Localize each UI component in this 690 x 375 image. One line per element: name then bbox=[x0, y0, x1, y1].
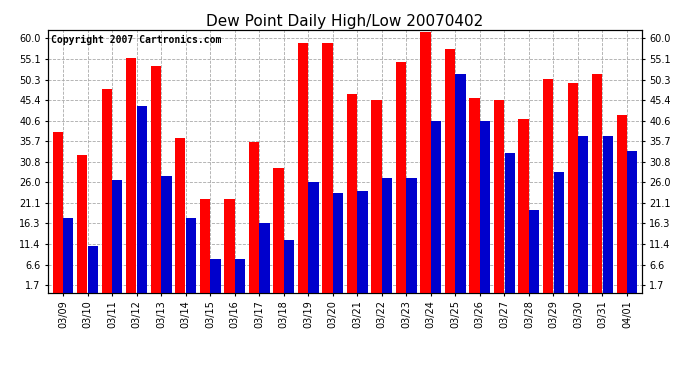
Bar bbox=[592, 75, 602, 292]
Bar bbox=[494, 100, 504, 292]
Bar bbox=[101, 89, 112, 292]
Bar bbox=[52, 132, 63, 292]
Bar bbox=[137, 106, 147, 292]
Bar bbox=[518, 119, 529, 292]
Bar bbox=[347, 93, 357, 292]
Bar bbox=[420, 32, 431, 292]
Bar bbox=[602, 136, 613, 292]
Bar bbox=[298, 43, 308, 292]
Bar bbox=[568, 83, 578, 292]
Bar bbox=[235, 259, 245, 292]
Bar bbox=[396, 62, 406, 292]
Bar bbox=[259, 223, 270, 292]
Bar bbox=[627, 151, 638, 292]
Bar bbox=[445, 49, 455, 292]
Bar bbox=[480, 121, 491, 292]
Bar bbox=[357, 191, 368, 292]
Bar bbox=[371, 100, 382, 292]
Bar bbox=[175, 138, 186, 292]
Bar bbox=[126, 57, 137, 292]
Bar bbox=[308, 182, 319, 292]
Bar bbox=[249, 142, 259, 292]
Bar bbox=[210, 259, 221, 292]
Title: Dew Point Daily High/Low 20070402: Dew Point Daily High/Low 20070402 bbox=[206, 14, 484, 29]
Bar bbox=[617, 115, 627, 292]
Bar bbox=[199, 200, 210, 292]
Bar bbox=[88, 246, 98, 292]
Bar bbox=[333, 193, 343, 292]
Text: Copyright 2007 Cartronics.com: Copyright 2007 Cartronics.com bbox=[51, 35, 221, 45]
Bar bbox=[553, 172, 564, 292]
Bar bbox=[406, 178, 417, 292]
Bar bbox=[224, 200, 235, 292]
Bar bbox=[161, 176, 172, 292]
Bar bbox=[322, 43, 333, 292]
Bar bbox=[112, 180, 123, 292]
Bar bbox=[382, 178, 392, 292]
Bar bbox=[273, 168, 284, 292]
Bar bbox=[455, 75, 466, 292]
Bar bbox=[284, 240, 294, 292]
Bar bbox=[529, 210, 540, 292]
Bar bbox=[543, 79, 553, 292]
Bar bbox=[77, 155, 88, 292]
Bar bbox=[504, 153, 515, 292]
Bar bbox=[186, 218, 196, 292]
Bar bbox=[63, 218, 73, 292]
Bar bbox=[578, 136, 589, 292]
Bar bbox=[469, 98, 480, 292]
Bar bbox=[150, 66, 161, 292]
Bar bbox=[431, 121, 441, 292]
